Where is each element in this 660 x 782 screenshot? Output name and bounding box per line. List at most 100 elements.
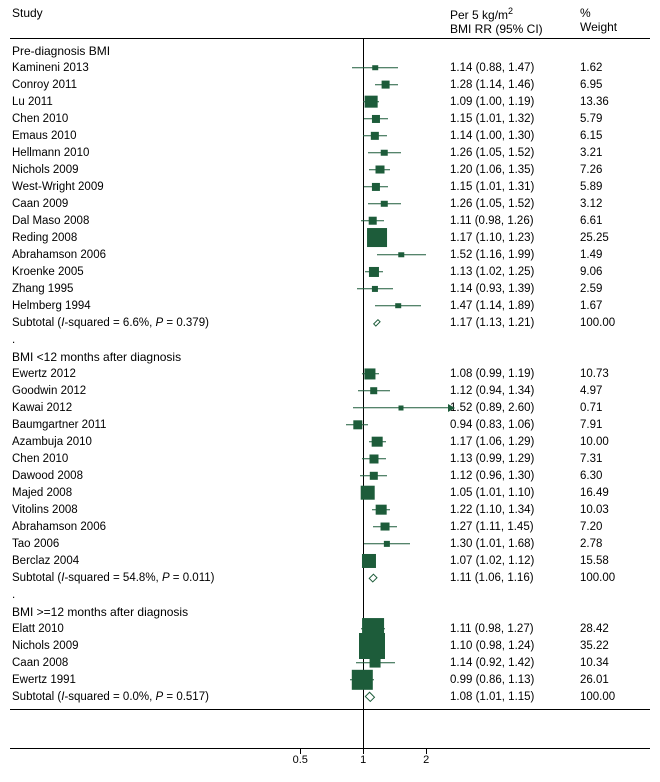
plot-cell [280,42,450,59]
study-label: Abrahamson 2006 [0,521,280,533]
study-row: Caan 20081.14 (0.92, 1.42)10.34 [0,654,660,671]
plot-cell [280,195,450,212]
rr-cell: 1.09 (1.00, 1.19) [450,96,580,108]
header-plot-spacer [280,6,450,37]
plot-cell [280,484,450,501]
point-marker [370,657,381,668]
plot-cell [280,59,450,76]
plot-cell [280,433,450,450]
x-tick-label: 0.5 [293,754,308,766]
rr-cell: 1.11 (0.98, 1.26) [450,215,580,227]
weight-cell: 16.49 [580,487,648,499]
study-row: Vitolins 20081.22 (1.10, 1.34)10.03 [0,501,660,518]
point-marker [368,228,388,248]
rr-cell: 1.08 (0.99, 1.19) [450,368,580,380]
point-marker [381,149,388,156]
study-label: Chen 2010 [0,453,280,465]
weight-cell: 13.36 [580,96,648,108]
plot-cell [280,178,450,195]
study-row: Baumgartner 20110.94 (0.83, 1.06)7.91 [0,416,660,433]
study-row: Zhang 19951.14 (0.93, 1.39)2.59 [0,280,660,297]
weight-cell: 2.78 [580,538,648,550]
study-row: Elatt 20101.11 (0.98, 1.27)28.42 [0,620,660,637]
point-marker [376,504,387,515]
plot-cell [280,246,450,263]
study-label: Conroy 2011 [0,79,280,91]
top-divider [10,38,650,39]
header-rr-sup: 2 [508,6,513,16]
rr-cell: 1.14 (0.92, 1.42) [450,657,580,669]
header-study: Study [0,6,280,37]
study-label: Lu 2011 [0,96,280,108]
point-marker [372,114,380,122]
study-label: Elatt 2010 [0,623,280,635]
weight-cell: 10.34 [580,657,648,669]
study-row: Conroy 2011 1.28 (1.14, 1.46)6.95 [0,76,660,93]
weight-cell: 9.06 [580,266,648,278]
x-tick-label: 2 [423,754,429,766]
study-label: Nichols 2009 [0,640,280,652]
weight-cell: 6.15 [580,130,648,142]
weight-cell: 1.49 [580,249,648,261]
subtotal-diamond [368,573,377,582]
weight-cell: 7.91 [580,419,648,431]
rr-cell: 1.11 (1.06, 1.16) [450,572,580,584]
group-title: BMI >=12 months after diagnosis [0,605,280,619]
point-marker [369,471,377,479]
weight-cell: 28.42 [580,623,648,635]
study-label: Emaus 2010 [0,130,280,142]
weight-cell: 5.79 [580,113,648,125]
weight-cell: 25.25 [580,232,648,244]
study-row: Goodwin 20121.12 (0.94, 1.34)4.97 [0,382,660,399]
group-gap-dot: . [0,334,280,346]
rr-cell: 1.27 (1.11, 1.45) [450,521,580,533]
study-label: Helmberg 1994 [0,300,280,312]
plot-cell [280,552,450,569]
weight-cell: 0.71 [580,402,648,414]
plot-cell [280,637,450,654]
point-marker [381,200,387,206]
point-marker [370,387,378,395]
point-marker [360,485,375,500]
study-row: Chen 20101.13 (0.99, 1.29)7.31 [0,450,660,467]
plot-cell [280,569,450,586]
weight-cell: 35.22 [580,640,648,652]
rr-cell: 1.13 (0.99, 1.29) [450,453,580,465]
study-row: Kawai 20121.52 (0.89, 2.60)0.71 [0,399,660,416]
weight-cell: 7.26 [580,164,648,176]
plot-cell [280,518,450,535]
weight-cell: 6.95 [580,79,648,91]
weight-cell: 26.01 [580,674,648,686]
group-gap: . [0,331,660,348]
plot-cell [280,314,450,331]
rr-cell: 1.17 (1.10, 1.23) [450,232,580,244]
rr-cell: 1.30 (1.01, 1.68) [450,538,580,550]
point-marker [384,540,390,546]
rr-cell: 1.52 (0.89, 2.60) [450,402,580,414]
plot-cell [280,382,450,399]
study-row: Tao 20061.30 (1.01, 1.68)2.78 [0,535,660,552]
weight-cell: 100.00 [580,691,648,703]
weight-cell: 10.73 [580,368,648,380]
rr-cell: 1.08 (1.01, 1.15) [450,691,580,703]
plot-cell [280,110,450,127]
rr-cell: 1.28 (1.14, 1.46) [450,79,580,91]
plot-cell [280,297,450,314]
study-label: Nichols 2009 [0,164,280,176]
plot-cell [280,416,450,433]
rr-cell: 1.14 (0.88, 1.47) [450,62,580,74]
study-label: Chen 2010 [0,113,280,125]
study-label: Hellmann 2010 [0,147,280,159]
rr-cell: 1.10 (0.98, 1.24) [450,640,580,652]
point-marker [371,131,379,139]
rr-cell: 1.17 (1.13, 1.21) [450,317,580,329]
point-marker [380,522,389,531]
study-row: Helmberg 19941.47 (1.14, 1.89)1.67 [0,297,660,314]
study-row: Dal Maso 20081.11 (0.98, 1.26)6.61 [0,212,660,229]
subtotal-diamond [373,318,381,326]
plot-cell [280,331,450,348]
forest-plot: Study Per 5 kg/m2 BMI RR (95% CI) % Weig… [0,0,660,782]
study-label: Caan 2009 [0,198,280,210]
study-label: Goodwin 2012 [0,385,280,397]
plot-cell [280,280,450,297]
